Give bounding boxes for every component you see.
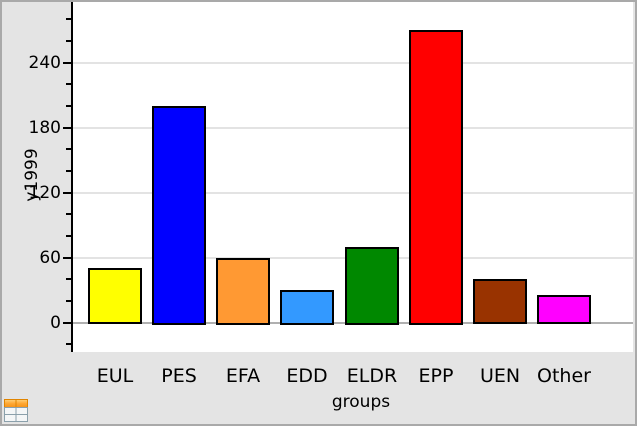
y-tick-label-120: 120: [28, 183, 61, 203]
bar-EUL[interactable]: [88, 268, 142, 324]
category-label-ELDR: ELDR: [346, 365, 398, 387]
plot-area: [73, 2, 633, 352]
y-tick-60: [63, 257, 71, 259]
y-minor-tick-80: [66, 235, 71, 237]
bar-ELDR[interactable]: [345, 247, 399, 325]
bar-EDD[interactable]: [280, 290, 334, 325]
spreadsheet-icon[interactable]: [4, 399, 28, 422]
category-label-EFA: EFA: [225, 365, 261, 387]
y-minor-tick-280: [66, 18, 71, 20]
bar-EFA[interactable]: [216, 258, 270, 325]
y-minor-tick-260: [66, 40, 71, 42]
y-tick-0: [63, 322, 71, 324]
bar-EPP[interactable]: [409, 30, 463, 325]
y-minor-tick-140: [66, 170, 71, 172]
y-minor-tick-200: [66, 105, 71, 107]
category-label-Other: Other: [537, 365, 591, 387]
gridline-180: [73, 127, 633, 129]
y-minor-tick--20: [66, 343, 71, 345]
y-tick-240: [63, 62, 71, 64]
y-minor-tick-220: [66, 83, 71, 85]
y-tick-label-0: 0: [50, 313, 61, 333]
y-tick-180: [63, 127, 71, 129]
category-label-UEN: UEN: [479, 365, 521, 387]
category-label-EUL: EUL: [96, 365, 134, 387]
y-minor-tick-160: [66, 148, 71, 150]
y-axis-line: [71, 2, 73, 352]
category-label-EDD: EDD: [286, 365, 328, 387]
gridline-240: [73, 62, 633, 64]
y-tick-label-240: 240: [28, 53, 61, 73]
y-tick-label-180: 180: [28, 118, 61, 138]
gridline-120: [73, 192, 633, 194]
category-label-EPP: EPP: [418, 365, 454, 387]
y-tick-120: [63, 192, 71, 194]
y-minor-tick-100: [66, 213, 71, 215]
y-axis-label[interactable]: y1999: [22, 148, 42, 202]
y-minor-tick-20: [66, 300, 71, 302]
category-label-PES: PES: [161, 365, 197, 387]
y-tick-label-60: 60: [39, 248, 61, 268]
bar-UEN[interactable]: [473, 279, 527, 324]
y-minor-tick-40: [66, 278, 71, 280]
x-axis-label[interactable]: groups: [331, 392, 391, 412]
bar-Other[interactable]: [537, 295, 591, 324]
bar-PES[interactable]: [152, 106, 206, 325]
